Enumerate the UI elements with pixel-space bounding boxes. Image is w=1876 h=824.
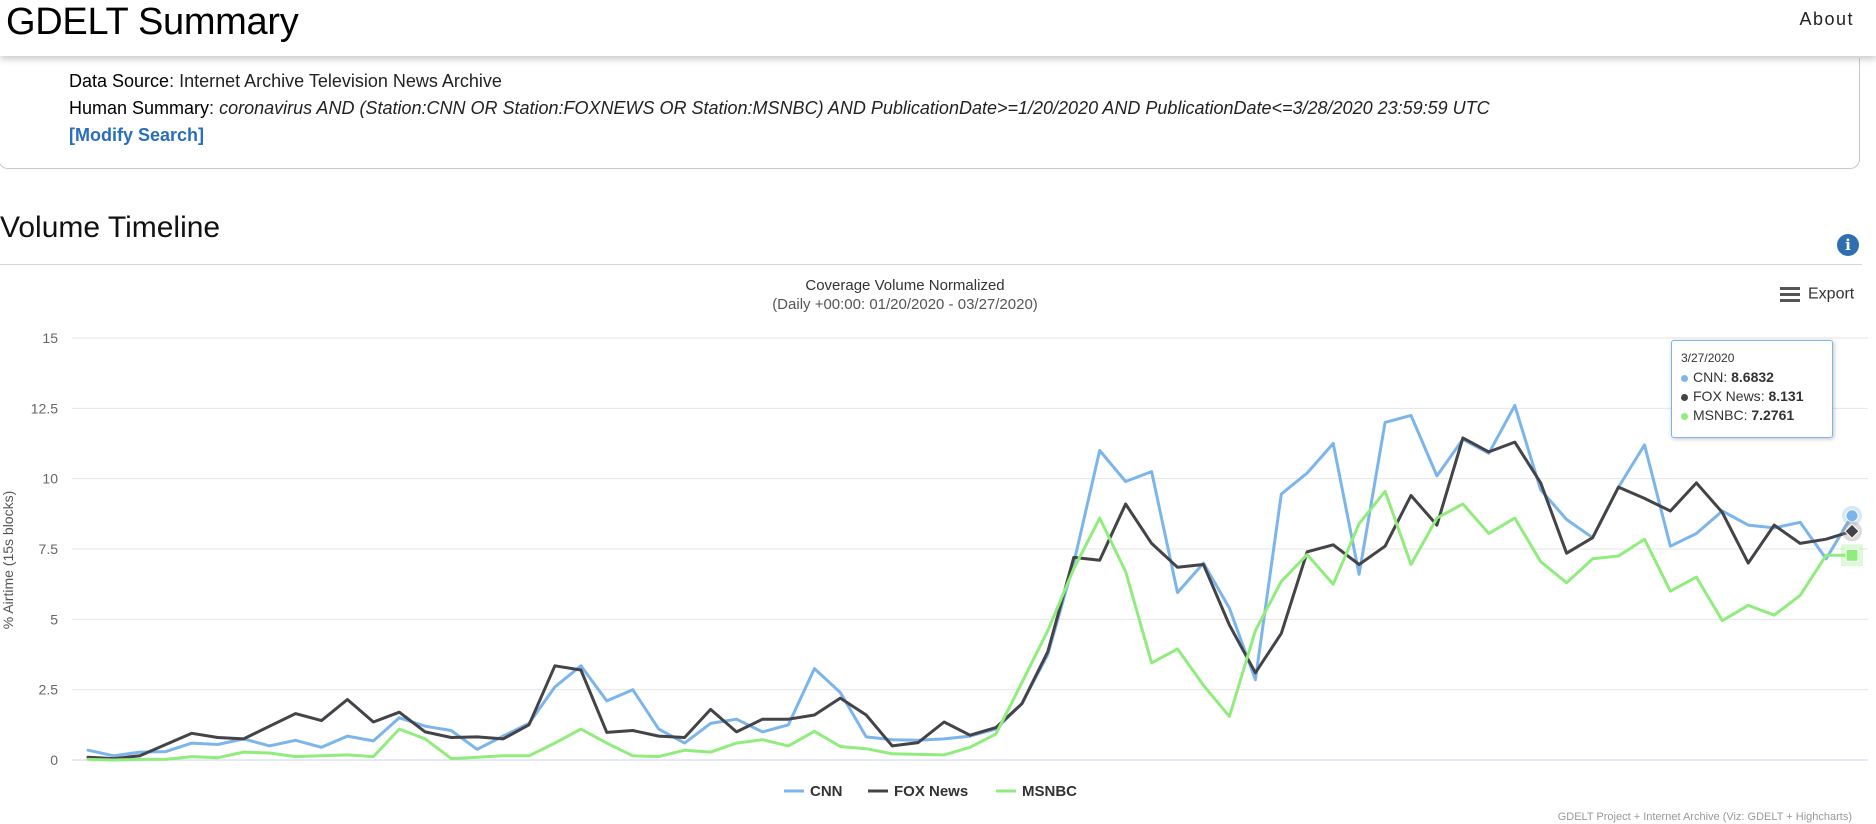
tooltip-series-name: CNN (1693, 369, 1724, 385)
chart-credit: GDELT Project + Internet Archive (Viz: G… (1557, 811, 1852, 823)
export-button[interactable]: Export (1780, 284, 1854, 305)
top-navbar: GDELT Summary About (0, 0, 1876, 56)
section-title: Volume Timeline (0, 211, 221, 244)
legend-item-fox-news[interactable]: FOX News (868, 783, 968, 800)
legend-item-msnbc[interactable]: MSNBC (996, 783, 1077, 800)
end-marker-cnn[interactable] (1845, 509, 1859, 523)
cnn-dot-icon (1681, 374, 1688, 382)
data-source-value: Internet Archive Television News Archive (179, 71, 502, 91)
chart-tooltip: 3/27/2020 CNN: 8.6832 FOX News: 8.131 MS… (1671, 340, 1833, 438)
chart-title: Coverage Volume Normalized (805, 277, 1004, 294)
tooltip-row-msnbc: MSNBC: 7.2761 (1681, 407, 1794, 423)
human-summary-value: coronavirus AND (Station:CNN OR Station:… (219, 98, 1490, 118)
tooltip-row-cnn: CNN: 8.6832 (1681, 369, 1774, 385)
legend-label: CNN (810, 783, 843, 800)
y-axis-label: % Airtime (15s blocks) (0, 491, 16, 629)
human-summary-row: Human Summary: coronavirus AND (Station:… (69, 98, 1490, 118)
tooltip-series-value: 8.6832 (1731, 369, 1774, 385)
y-tick-label: 0 (50, 752, 58, 768)
y-tick-label: 10 (42, 471, 58, 487)
y-tick-label: 2.5 (39, 682, 59, 698)
chart-subtitle: (Daily +00:00: 01/20/2020 - 03/27/2020) (772, 296, 1038, 313)
export-label: Export (1808, 285, 1855, 303)
legend-label: MSNBC (1022, 783, 1077, 800)
section-divider (0, 264, 1862, 265)
human-summary-label: Human Summary (69, 98, 210, 118)
tooltip-series-name: MSNBC (1693, 407, 1744, 423)
query-info-panel: Data Source: Internet Archive Television… (0, 58, 1860, 169)
data-source-label: Data Source (69, 71, 170, 91)
modify-search-link[interactable]: [Modify Search] (69, 125, 205, 145)
series-line-fox-news[interactable] (86, 436, 1854, 761)
end-marker-fox-news[interactable] (1844, 523, 1860, 539)
end-marker-msnbc[interactable] (1845, 548, 1859, 562)
y-tick-label: 12.5 (31, 400, 58, 416)
legend-item-cnn[interactable]: CNN (784, 783, 843, 800)
y-tick-label: 7.5 (39, 541, 59, 557)
tooltip-row-fox-news: FOX News: 8.131 (1681, 388, 1804, 404)
tooltip-series-value: 8.131 (1768, 388, 1804, 404)
site-title[interactable]: GDELT Summary (6, 1, 299, 43)
msnbc-dot-icon (1681, 412, 1688, 420)
modify-search-row: [Modify Search] (69, 125, 204, 146)
volume-timeline-chart: Coverage Volume Normalized (Daily +00:00… (0, 277, 1868, 800)
legend-label: FOX News (894, 783, 968, 800)
y-tick-label: 15 (42, 330, 58, 346)
data-source-row: Data Source: Internet Archive Television… (69, 71, 502, 91)
fox-news-dot-icon (1681, 393, 1688, 401)
series-line-msnbc[interactable] (86, 489, 1854, 762)
y-tick-label: 5 (50, 611, 58, 627)
info-circle-icon[interactable]: i (1837, 234, 1859, 256)
tooltip-series-value: 7.2761 (1751, 407, 1795, 423)
about-link[interactable]: About (1799, 9, 1854, 29)
hamburger-menu-icon (1780, 284, 1800, 305)
tooltip-series-name: FOX News (1693, 388, 1761, 404)
tooltip-date: 3/27/2020 (1681, 351, 1735, 365)
